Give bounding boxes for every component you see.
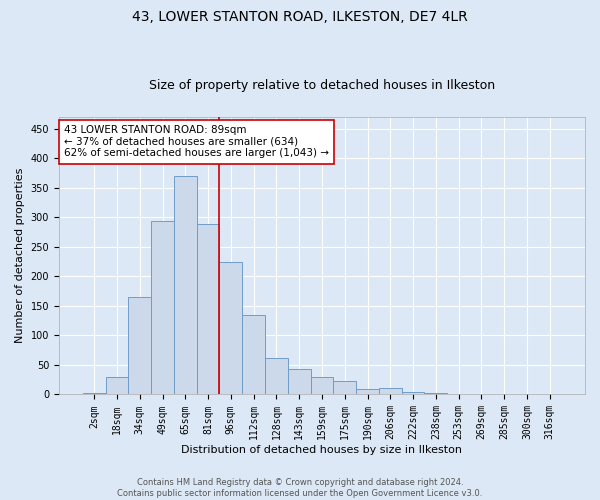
X-axis label: Distribution of detached houses by size in Ilkeston: Distribution of detached houses by size …: [181, 445, 463, 455]
Bar: [242, 316, 265, 394]
Bar: [174, 176, 197, 394]
Bar: [379, 388, 401, 394]
Bar: [197, 224, 220, 394]
Bar: [265, 358, 288, 395]
Bar: [220, 262, 242, 394]
Text: 43, LOWER STANTON ROAD, ILKESTON, DE7 4LR: 43, LOWER STANTON ROAD, ILKESTON, DE7 4L…: [132, 10, 468, 24]
Text: Contains HM Land Registry data © Crown copyright and database right 2024.
Contai: Contains HM Land Registry data © Crown c…: [118, 478, 482, 498]
Bar: [401, 392, 424, 394]
Bar: [311, 376, 334, 394]
Text: 43 LOWER STANTON ROAD: 89sqm
← 37% of detached houses are smaller (634)
62% of s: 43 LOWER STANTON ROAD: 89sqm ← 37% of de…: [64, 125, 329, 158]
Bar: [128, 297, 151, 394]
Y-axis label: Number of detached properties: Number of detached properties: [15, 168, 25, 344]
Title: Size of property relative to detached houses in Ilkeston: Size of property relative to detached ho…: [149, 79, 495, 92]
Bar: [288, 369, 311, 394]
Bar: [356, 388, 379, 394]
Bar: [334, 382, 356, 394]
Bar: [106, 378, 128, 394]
Bar: [151, 222, 174, 394]
